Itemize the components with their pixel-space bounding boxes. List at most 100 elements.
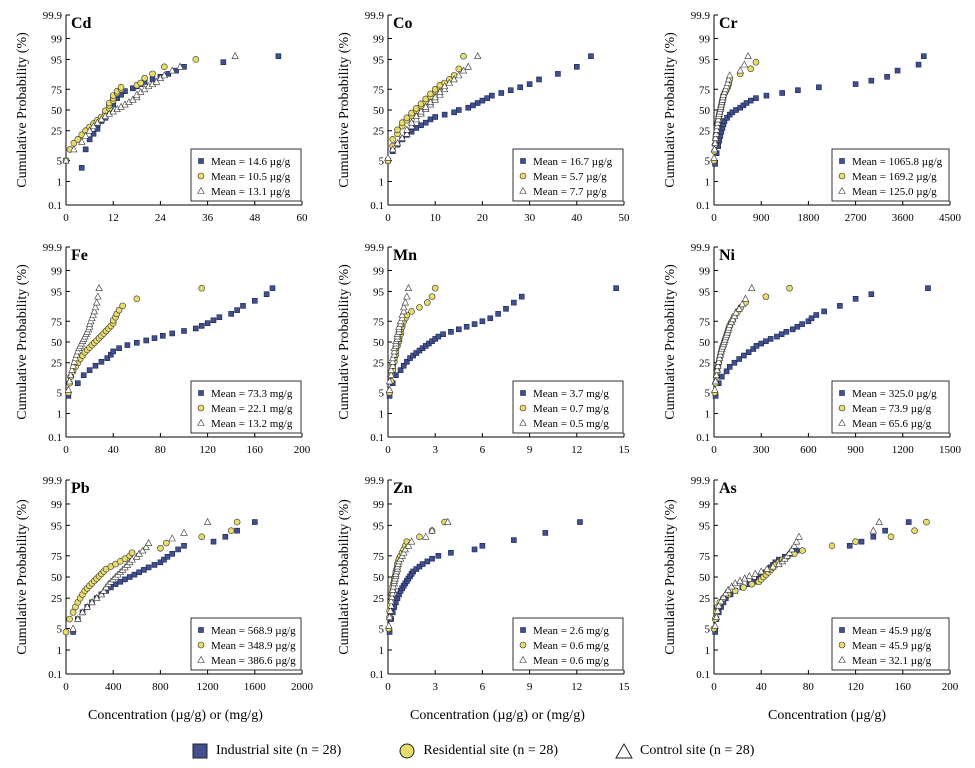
data-point-industrial xyxy=(169,330,175,337)
data-point-control xyxy=(389,353,397,361)
legend-marker-control xyxy=(197,655,205,663)
data-point-industrial xyxy=(479,97,486,104)
data-point-industrial xyxy=(852,81,859,87)
data-point-control xyxy=(751,569,760,577)
y-tick-label: 25 xyxy=(51,358,63,370)
data-point-control xyxy=(393,139,402,147)
data-point-control xyxy=(719,593,728,600)
legend-marker-residential xyxy=(197,404,205,412)
chart-panel-co: 0.1 1 5 25 50 75 95 99 99.9 0 10 20 30 40 50 Cumulative… xyxy=(337,10,630,224)
data-point-industrial xyxy=(489,92,495,99)
data-point-control xyxy=(160,71,169,79)
y-axis-label: Cumulative Probability (%) xyxy=(663,499,678,655)
legend-marker-residential xyxy=(838,641,846,649)
data-point-control xyxy=(769,562,777,570)
data-point-control xyxy=(714,361,722,369)
data-point-industrial xyxy=(418,122,424,129)
y-tick-label: 99 xyxy=(373,265,385,277)
data-point-industrial xyxy=(813,312,820,318)
data-point-residential xyxy=(455,65,463,73)
data-point-control xyxy=(398,310,406,318)
data-point-industrial xyxy=(536,76,542,83)
x-tick-label: 10 xyxy=(430,212,442,224)
y-tick-label: 0.1 xyxy=(696,669,710,681)
data-point-control xyxy=(713,366,721,373)
data-point-control xyxy=(95,284,103,291)
x-tick-label: 900 xyxy=(753,212,770,224)
y-tick-label: 50 xyxy=(699,105,711,117)
data-point-residential xyxy=(752,58,760,66)
data-point-industrial xyxy=(915,61,922,68)
data-point-industrial xyxy=(511,537,517,543)
data-point-control xyxy=(92,298,101,306)
data-point-industrial xyxy=(400,362,407,369)
legend-label-residential: Residential site (n = 28) xyxy=(423,743,558,758)
data-point-industrial xyxy=(726,363,733,370)
x-tick-label: 0 xyxy=(385,681,391,693)
y-tick-label: 95 xyxy=(51,520,63,532)
y-tick-label: 95 xyxy=(373,286,385,298)
data-point-control xyxy=(90,307,99,315)
x-tick-label: 120 xyxy=(199,444,216,456)
data-point-control xyxy=(398,134,406,141)
data-point-industrial xyxy=(799,321,805,327)
data-point-control xyxy=(69,624,77,632)
data-point-industrial xyxy=(427,116,434,123)
data-point-residential xyxy=(748,580,756,588)
data-point-industrial xyxy=(779,90,785,96)
data-point-industrial xyxy=(495,311,501,317)
data-point-control xyxy=(711,134,720,141)
y-tick-label: 99.9 xyxy=(43,242,63,254)
data-point-control xyxy=(445,78,454,86)
data-point-industrial xyxy=(164,554,171,560)
y-tick-label: 99 xyxy=(51,33,63,45)
data-point-industrial xyxy=(222,533,229,540)
legend-marker-industrial xyxy=(520,627,526,633)
y-tick-label: 75 xyxy=(699,84,711,96)
y-tick-label: 75 xyxy=(699,316,711,328)
data-point-industrial xyxy=(905,519,912,525)
data-point-control xyxy=(711,385,719,393)
triangle-marker-icon xyxy=(615,743,633,759)
data-point-control xyxy=(387,371,395,379)
data-point-residential xyxy=(141,74,148,82)
legend-marker-industrial xyxy=(198,390,204,396)
data-point-control xyxy=(65,377,74,385)
data-point-control xyxy=(711,621,719,629)
data-point-residential xyxy=(62,628,70,636)
data-point-industrial xyxy=(465,104,472,111)
data-point-control xyxy=(712,371,721,379)
data-point-industrial xyxy=(92,362,99,369)
chart-panel-fe: 0.1 1 5 25 50 75 95 99 99.9 0 40 80 120 160 200 Cumulat… xyxy=(15,242,311,456)
data-point-residential xyxy=(923,518,930,526)
series-control-site xyxy=(385,517,452,629)
series-control-site xyxy=(384,52,482,161)
data-point-industrial xyxy=(269,285,276,291)
data-point-industrial xyxy=(555,71,561,77)
y-axis-label: Cumulative Probability (%) xyxy=(337,499,352,655)
y-tick-label: 0.1 xyxy=(696,432,710,444)
series-control-site xyxy=(69,517,212,632)
data-point-control xyxy=(712,613,721,621)
data-point-control xyxy=(730,311,739,319)
x-tick-label: 50 xyxy=(619,212,631,224)
series-industrial-site xyxy=(712,285,931,399)
x-tick-label: 900 xyxy=(847,444,864,456)
y-tick-label: 75 xyxy=(373,84,385,96)
data-point-industrial xyxy=(920,53,927,59)
legend-marker-industrial xyxy=(839,390,845,396)
x-tick-label: 80 xyxy=(803,681,815,693)
y-tick-label: 25 xyxy=(699,126,711,138)
x-tick-label: 0 xyxy=(711,681,717,693)
data-point-control xyxy=(788,545,796,553)
panel-legend-box xyxy=(512,617,624,671)
data-point-residential xyxy=(852,538,859,545)
data-point-control xyxy=(385,621,393,629)
data-point-control xyxy=(403,292,411,300)
panel-legend-text: Mean = 10.5 µg/g xyxy=(211,171,291,183)
data-point-residential xyxy=(762,293,770,300)
y-tick-label: 25 xyxy=(699,358,711,370)
data-point-control xyxy=(744,52,752,59)
data-point-control xyxy=(385,377,394,385)
x-tick-label: 0 xyxy=(385,212,391,224)
